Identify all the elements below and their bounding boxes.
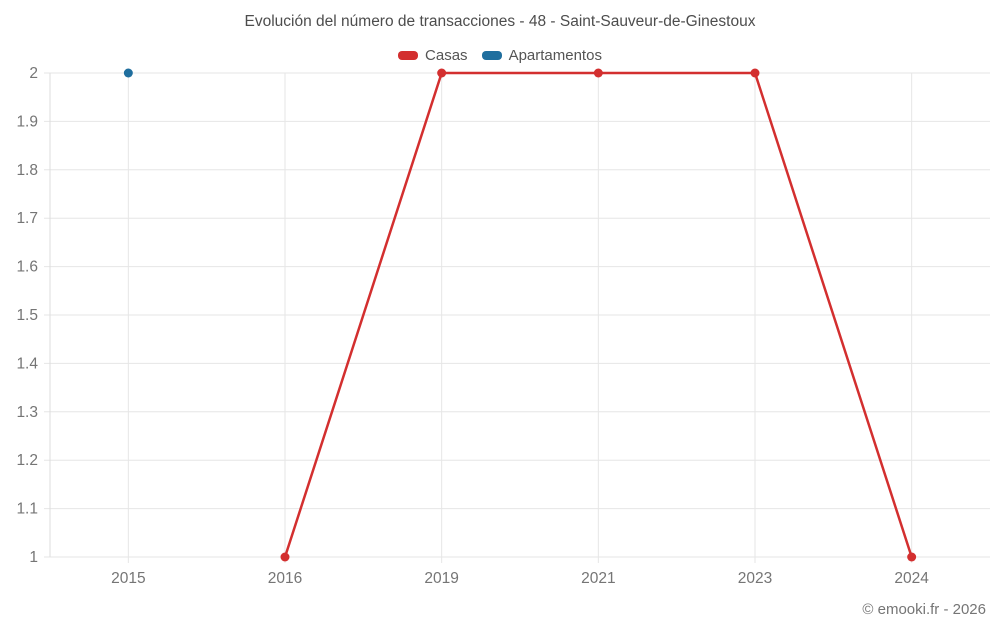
y-tick-label: 1.6 — [16, 259, 38, 276]
legend-label-apartamentos: Apartamentos — [508, 47, 602, 64]
x-tick-label: 2023 — [738, 570, 772, 587]
x-tick-label: 2015 — [111, 570, 145, 587]
data-point-marker — [123, 68, 133, 78]
data-point-marker — [280, 552, 290, 562]
y-tick-label: 1 — [29, 549, 38, 566]
y-tick-label: 1.2 — [16, 452, 38, 469]
series-apartamentos — [123, 68, 133, 78]
y-tick-label: 1.5 — [16, 307, 38, 324]
y-axis-labels: 1 1.1 1.2 1.3 1.4 1.5 1.6 1.7 1.8 1.9 2 — [16, 65, 38, 566]
chart-title: Evolución del número de transacciones - … — [244, 13, 756, 30]
y-tick-label: 1.7 — [16, 210, 38, 227]
x-tick-label: 2019 — [424, 570, 458, 587]
legend-label-casas: Casas — [425, 47, 468, 64]
x-gridlines — [127, 73, 913, 563]
y-gridlines — [44, 72, 990, 558]
legend-item-casas[interactable]: Casas — [398, 47, 468, 64]
y-tick-label: 1.9 — [16, 113, 38, 130]
x-tick-label: 2024 — [894, 570, 929, 587]
data-point-marker — [593, 68, 603, 78]
x-axis-labels: 2015 2016 2019 2021 2023 2024 — [111, 570, 929, 587]
legend: Casas Apartamentos — [0, 47, 1000, 64]
data-point-marker — [437, 68, 447, 78]
data-point-marker — [750, 68, 760, 78]
y-tick-label: 1.4 — [16, 355, 38, 372]
x-tick-label: 2016 — [268, 570, 302, 587]
series-casas — [280, 68, 917, 562]
y-tick-label: 1.1 — [16, 501, 38, 518]
casas-series-swatch-icon — [398, 51, 419, 60]
data-point-marker — [907, 552, 917, 562]
y-tick-label: 1.3 — [16, 404, 38, 421]
copyright-text: © emooki.fr - 2026 — [862, 601, 986, 618]
apartamentos-series-swatch-icon — [481, 51, 502, 60]
y-tick-label: 2 — [29, 65, 38, 82]
y-tick-label: 1.8 — [16, 162, 38, 179]
legend-item-apartamentos[interactable]: Apartamentos — [481, 47, 602, 64]
x-tick-label: 2021 — [581, 570, 615, 587]
